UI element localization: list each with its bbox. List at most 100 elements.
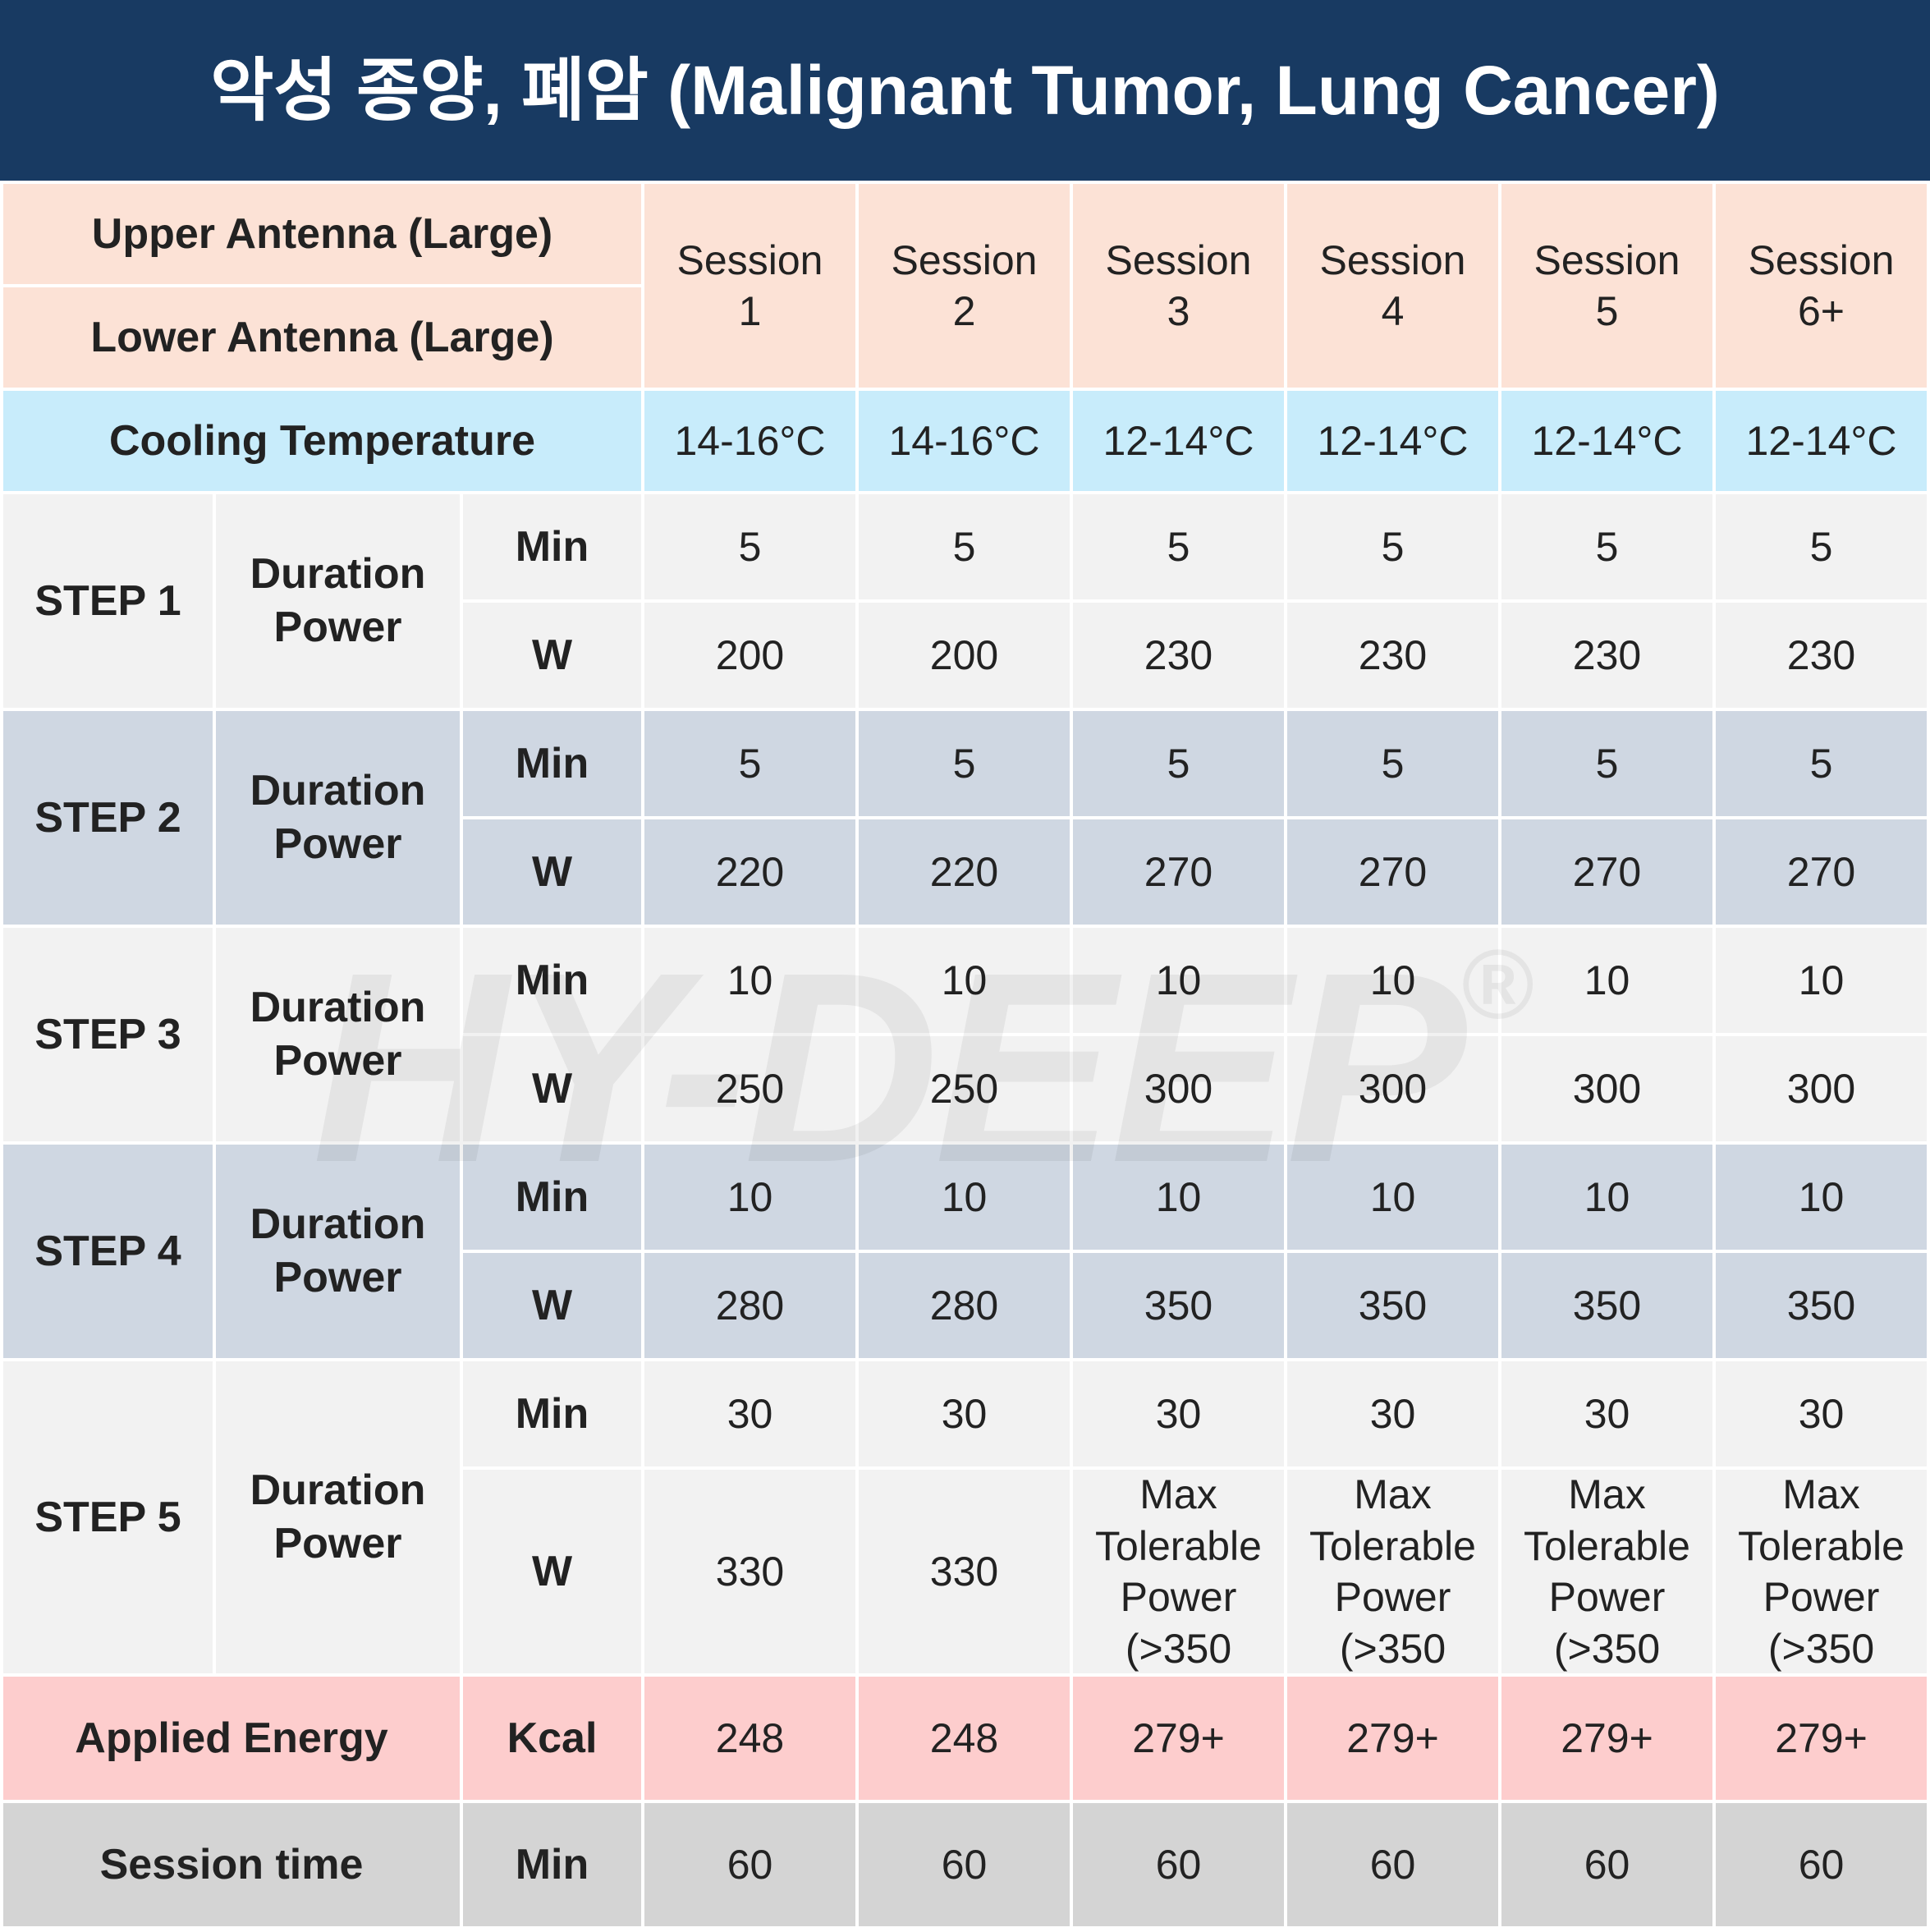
session-header: Session 2 [859, 184, 1070, 388]
cell-text: 350 [1786, 1282, 1856, 1329]
value: 60 [1287, 1803, 1498, 1926]
cell-text: 220 [715, 848, 785, 895]
value: 200 [644, 603, 855, 708]
cell-text: 10 [1584, 957, 1630, 1003]
cell-text: Max Tolerable Power (>350 [1095, 1471, 1262, 1672]
cell-text: 악성 종양, 폐암 (Malignant Tumor, Lung Cancer) [210, 51, 1720, 129]
value: 5 [644, 494, 855, 599]
cell-text: 230 [1144, 631, 1213, 678]
value: 270 [1287, 819, 1498, 925]
step-name: Duration Power [216, 494, 460, 708]
cell-text: Upper Antenna (Large) [91, 209, 553, 258]
cell-text: 5 [952, 523, 976, 570]
temperature: 12-14°C [1501, 391, 1712, 491]
cell-text: 10 [727, 1173, 773, 1220]
unit: Min [463, 1361, 641, 1466]
cell-text: 30 [941, 1390, 988, 1437]
temperature: 14-16°C [859, 391, 1070, 491]
step-name: Duration Power [216, 1145, 460, 1358]
value: 270 [1501, 819, 1712, 925]
value: 350 [1287, 1253, 1498, 1358]
cell-text: 270 [1358, 848, 1428, 895]
step-name: Duration Power [216, 928, 460, 1141]
cell-text: 330 [715, 1548, 785, 1595]
cell-text: 270 [1786, 848, 1856, 895]
value: 350 [1716, 1253, 1927, 1358]
cell-text: W [531, 1064, 573, 1113]
step-label: STEP 2 [3, 711, 213, 925]
value: 300 [1716, 1036, 1927, 1141]
value: 270 [1073, 819, 1284, 925]
cell-text: 230 [1786, 631, 1856, 678]
cell-text: W [531, 1281, 573, 1329]
cell-text: 5 [1595, 523, 1619, 570]
temperature: 14-16°C [644, 391, 855, 491]
value: Max Tolerable Power (>350 [1501, 1470, 1712, 1673]
cell-text: 10 [727, 957, 773, 1003]
value: 10 [1501, 1145, 1712, 1250]
value: 5 [1501, 711, 1712, 816]
value: 350 [1073, 1253, 1284, 1358]
cell-text: Session 3 [1105, 236, 1252, 335]
session-header: Session 6+ [1716, 184, 1927, 388]
unit: Min [463, 1803, 641, 1926]
cell-text: 5 [1167, 740, 1190, 787]
value: 279+ [1716, 1677, 1927, 1800]
cell-text: 350 [1144, 1282, 1213, 1329]
step-label: STEP 4 [3, 1145, 213, 1358]
value: 279+ [1501, 1677, 1712, 1800]
value: 30 [1287, 1361, 1498, 1466]
session-header: Session 1 [644, 184, 855, 388]
cell-text: 350 [1358, 1282, 1428, 1329]
value: 60 [644, 1803, 855, 1926]
cell-text: 350 [1572, 1282, 1642, 1329]
step-label: STEP 1 [3, 494, 213, 708]
value: 60 [1501, 1803, 1712, 1926]
cell-text: Duration Power [250, 984, 426, 1085]
cell-text: 5 [1595, 740, 1619, 787]
cell-text: Duration Power [250, 1200, 426, 1301]
value: 220 [859, 819, 1070, 925]
value: 5 [644, 711, 855, 816]
step-label: STEP 3 [3, 928, 213, 1141]
cell-text: 250 [929, 1065, 999, 1112]
value: 10 [1287, 1145, 1498, 1250]
cell-text: Max Tolerable Power (>350 [1738, 1471, 1905, 1672]
value: 10 [1073, 1145, 1284, 1250]
value: 5 [1716, 494, 1927, 599]
value: 250 [644, 1036, 855, 1141]
cell-text: 5 [738, 523, 762, 570]
value: 270 [1716, 819, 1927, 925]
value: 5 [1501, 494, 1712, 599]
value: 5 [1287, 711, 1498, 816]
cell-text: Min [515, 1389, 589, 1438]
cell-text: 30 [727, 1390, 773, 1437]
cell-text: 12-14°C [1531, 417, 1683, 464]
cell-text: 230 [1358, 631, 1428, 678]
value: 300 [1501, 1036, 1712, 1141]
cell-text: 10 [1798, 957, 1845, 1003]
cell-text: Min [515, 739, 589, 787]
value: 10 [644, 928, 855, 1033]
value: 220 [644, 819, 855, 925]
cell-text: 248 [929, 1714, 999, 1761]
temperature: 12-14°C [1287, 391, 1498, 491]
value: 60 [859, 1803, 1070, 1926]
cell-text: 220 [929, 848, 999, 895]
cell-text: Duration Power [250, 767, 426, 868]
cell-text: STEP 5 [34, 1493, 181, 1541]
cell-text: 60 [941, 1841, 988, 1888]
row-label: Cooling Temperature [3, 391, 641, 491]
cell-text: Duration Power [250, 1466, 426, 1567]
cell-text: Min [515, 1173, 589, 1221]
value: 30 [1501, 1361, 1712, 1466]
cell-text: Kcal [507, 1714, 598, 1762]
cell-text: 5 [1381, 740, 1405, 787]
header-label: Upper Antenna (Large) [3, 184, 641, 284]
cell-text: 300 [1572, 1065, 1642, 1112]
cell-text: Session 5 [1533, 236, 1680, 335]
cell-text: Duration Power [250, 550, 426, 651]
step-name: Duration Power [216, 711, 460, 925]
value: 280 [644, 1253, 855, 1358]
